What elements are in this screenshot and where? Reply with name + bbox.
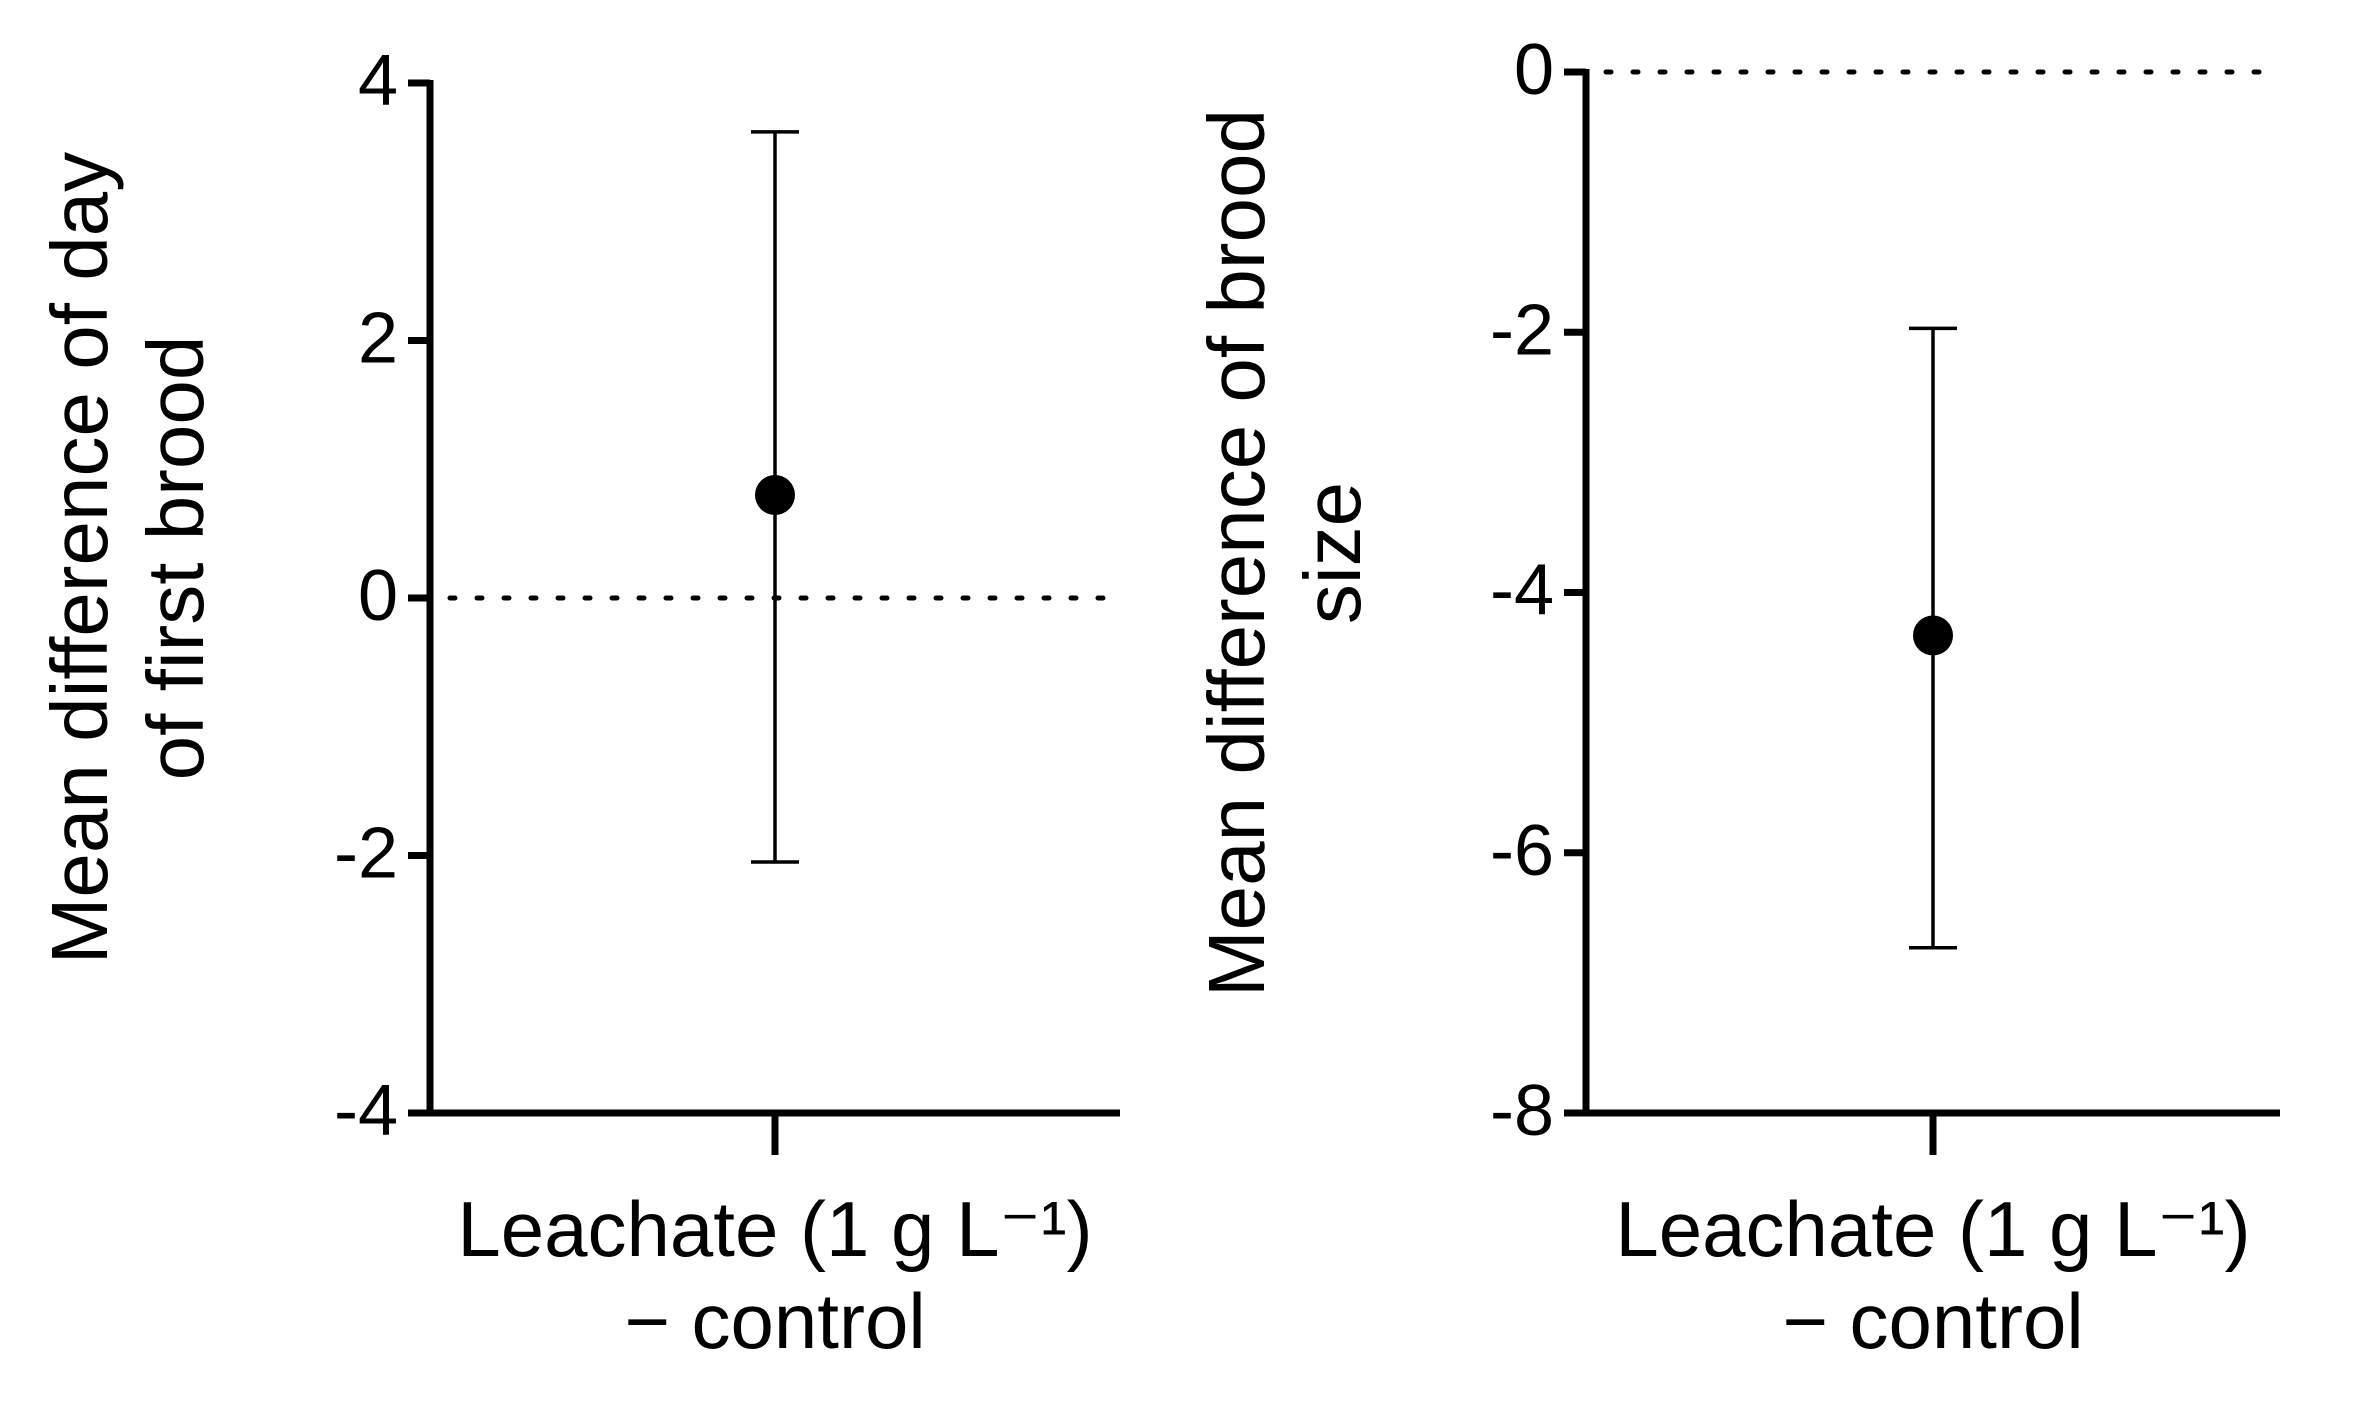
y-tick-label: -2 xyxy=(1490,290,1554,370)
y-tick-label: -4 xyxy=(1490,551,1554,631)
y-tick-label: -2 xyxy=(334,814,398,894)
y-tick-label: 0 xyxy=(1514,30,1554,110)
x-category-label: Leachate (1 g L⁻¹) − control xyxy=(457,1185,1093,1365)
y-tick-label: 0 xyxy=(358,556,398,636)
mean-point xyxy=(755,475,795,515)
y-axis-title: Mean difference of day of first brood xyxy=(35,151,220,965)
y-tick-label: 4 xyxy=(358,41,398,121)
y-tick-label: -6 xyxy=(1490,811,1554,891)
y-tick-label: -4 xyxy=(334,1071,398,1151)
x-category-label: Leachate (1 g L⁻¹) − control xyxy=(1615,1185,2251,1365)
y-tick-label: 2 xyxy=(358,299,398,379)
mean-point xyxy=(1913,615,1953,656)
y-axis-title: Mean difference of brood size xyxy=(1192,108,1377,997)
y-tick-label: -8 xyxy=(1490,1071,1554,1151)
